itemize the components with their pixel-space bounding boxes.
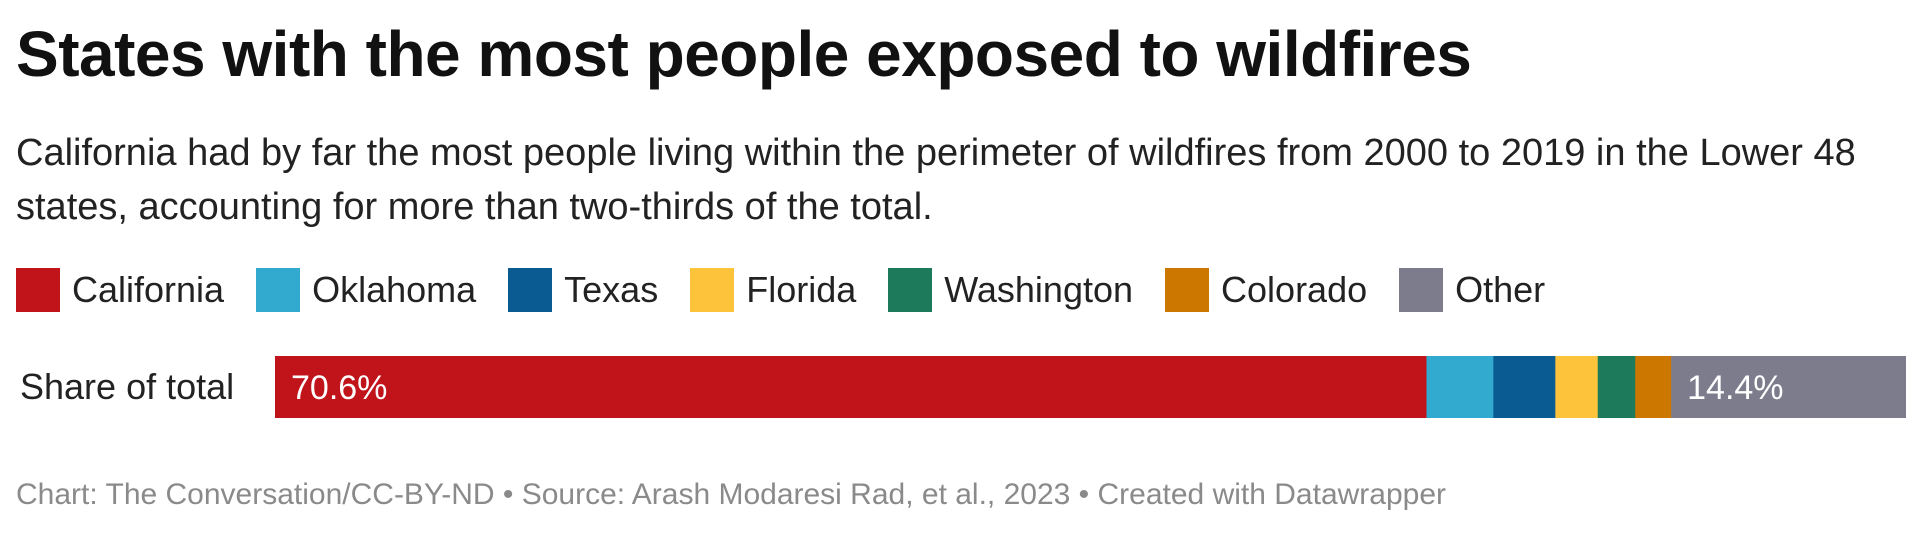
chart-subtitle: California had by far the most people li… xyxy=(16,132,1856,228)
legend-item-florida: Florida xyxy=(690,268,856,312)
bar-segment-other xyxy=(1671,356,1906,418)
data-label-california: 70.6% xyxy=(291,369,387,407)
legend-item-oklahoma: Oklahoma xyxy=(256,268,476,312)
legend-item-texas: Texas xyxy=(508,268,658,312)
bar-segment-colorado xyxy=(1635,356,1672,418)
bar-segment-washington xyxy=(1597,356,1636,418)
legend-label-florida: Florida xyxy=(746,269,857,310)
legend-label-california: California xyxy=(72,269,225,310)
stacked-bar-chart: 70.6% 14.4% xyxy=(275,356,1906,418)
legend-label-washington: Washington xyxy=(944,269,1134,310)
legend-label-other: Other xyxy=(1455,269,1546,310)
legend-item-california: California xyxy=(16,268,224,312)
bar-segment-texas xyxy=(1493,356,1556,418)
bar-segment-oklahoma xyxy=(1426,356,1494,418)
bar-segment-florida xyxy=(1555,356,1599,418)
legend-item-colorado: Colorado xyxy=(1165,268,1367,312)
legend-swatch-oklahoma xyxy=(256,268,301,312)
legend-item-other: Other xyxy=(1399,268,1545,312)
chart-title: States with the most people exposed to w… xyxy=(16,18,1472,90)
legend-swatch-washington xyxy=(888,268,933,312)
row-label-share-of-total: Share of total xyxy=(20,366,235,407)
bar-segment-california xyxy=(275,356,1427,418)
legend-swatch-california xyxy=(16,268,60,312)
chart-legend: California Oklahoma Texas Florida Washington… xyxy=(16,268,1577,312)
legend-swatch-texas xyxy=(508,268,553,312)
legend-swatch-other xyxy=(1399,268,1444,312)
legend-label-oklahoma: Oklahoma xyxy=(312,269,477,310)
legend-swatch-colorado xyxy=(1165,268,1210,312)
legend-label-colorado: Colorado xyxy=(1221,269,1368,310)
data-label-other: 14.4% xyxy=(1687,369,1783,407)
legend-item-washington: Washington xyxy=(888,268,1133,312)
legend-swatch-florida xyxy=(690,268,735,312)
chart-footer: Chart: The Conversation/CC-BY-ND • Sourc… xyxy=(16,478,1447,511)
legend-label-texas: Texas xyxy=(564,269,659,310)
